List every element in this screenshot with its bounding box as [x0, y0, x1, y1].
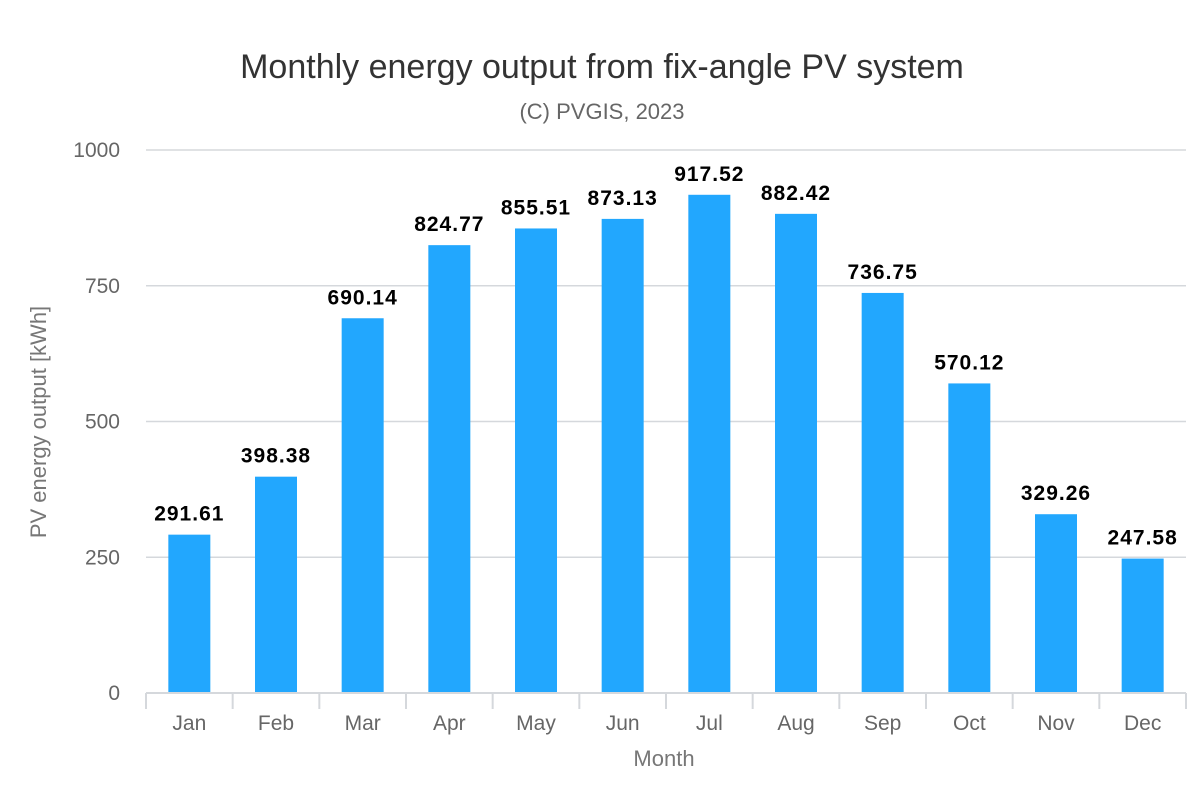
x-tick-label: Apr [433, 712, 466, 735]
data-label: 824.77 [414, 213, 484, 236]
x-tick-label: Jul [696, 712, 723, 735]
bar-nov [1035, 514, 1077, 693]
gridlines [146, 149, 1186, 558]
data-labels: 291.61 398.38 690.14 824.77 855.51 873.13 917.… [154, 163, 1178, 550]
x-tick-label: Mar [345, 712, 381, 735]
x-tick-label: Jan [172, 712, 206, 735]
bar-feb [255, 476, 297, 693]
y-tick-label: 500 [85, 411, 120, 434]
bar-may [515, 228, 557, 693]
data-label: 291.61 [154, 503, 224, 526]
data-label: 882.42 [761, 182, 831, 205]
x-tick-label: Jun [606, 712, 640, 735]
data-label: 917.52 [674, 163, 744, 186]
x-tick-label: Feb [258, 712, 294, 735]
y-tick-label: 250 [85, 546, 120, 569]
data-label: 329.26 [1021, 482, 1091, 505]
x-tick-label: Sep [864, 712, 901, 735]
bar-jun [601, 218, 644, 693]
chart-subtitle: (C) PVGIS, 2023 [519, 99, 684, 124]
data-label: 690.14 [328, 286, 398, 309]
data-label: 873.13 [588, 187, 658, 210]
data-label: 736.75 [848, 261, 918, 284]
data-label: 398.38 [241, 445, 311, 468]
x-tick-label: Oct [953, 712, 986, 735]
x-tick-label: Nov [1037, 712, 1075, 735]
bar-mar [341, 318, 384, 693]
bar-sep [861, 292, 904, 693]
bar-jul [688, 194, 731, 694]
bar-jan [168, 534, 211, 693]
y-axis-ticks: 0 250 500 750 1000 [73, 139, 120, 705]
bar-oct [948, 383, 991, 693]
bar-apr [428, 245, 471, 693]
bars [168, 194, 1164, 694]
y-axis-title: PV energy output [kWh] [26, 306, 51, 538]
x-tick-label: Dec [1124, 712, 1161, 735]
bar-dec [1121, 558, 1164, 693]
chart-title: Monthly energy output from fix-angle PV … [240, 48, 964, 86]
y-tick-label: 0 [108, 682, 120, 705]
x-tick-label: Aug [777, 712, 814, 735]
data-label: 855.51 [501, 196, 571, 219]
x-tick-label: May [516, 712, 556, 735]
bar-aug [775, 213, 817, 693]
data-label: 570.12 [934, 351, 1004, 374]
y-tick-label: 750 [85, 275, 120, 298]
y-tick-label: 1000 [73, 139, 120, 162]
x-axis: Jan Feb Mar Apr May Jun Jul Aug Sep Oct Nov Dec [145, 692, 1187, 735]
x-axis-title: Month [633, 746, 694, 771]
data-label: 247.58 [1108, 527, 1178, 550]
